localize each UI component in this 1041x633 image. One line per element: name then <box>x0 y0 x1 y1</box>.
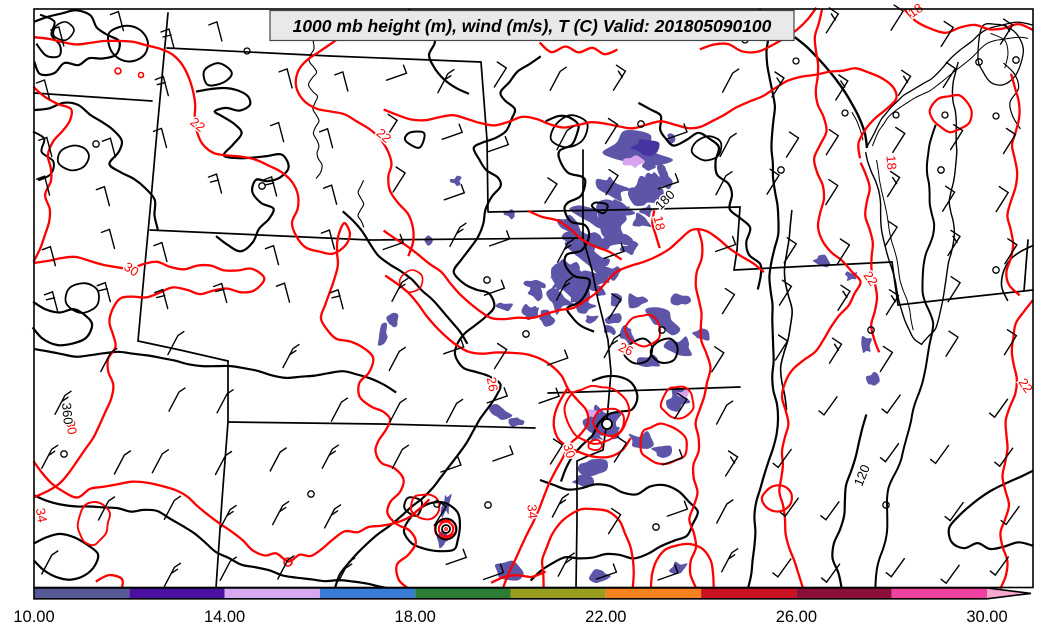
svg-text:22.00: 22.00 <box>585 608 626 626</box>
svg-text:34: 34 <box>524 504 540 520</box>
svg-text:360: 360 <box>59 402 76 425</box>
svg-text:10.00: 10.00 <box>13 608 54 626</box>
svg-text:18: 18 <box>651 214 669 231</box>
svg-text:14.00: 14.00 <box>204 608 245 626</box>
svg-text:18.00: 18.00 <box>395 608 436 626</box>
svg-text:26.00: 26.00 <box>776 608 817 626</box>
svg-text:30: 30 <box>63 419 80 436</box>
svg-text:1000 mb height (m), wind (m/s): 1000 mb height (m), wind (m/s), T (C) Va… <box>293 16 772 36</box>
svg-text:34: 34 <box>33 507 50 524</box>
svg-text:30: 30 <box>560 442 578 460</box>
svg-text:30.00: 30.00 <box>966 608 1007 626</box>
svg-text:18: 18 <box>883 155 899 171</box>
svg-text:26: 26 <box>484 376 501 393</box>
